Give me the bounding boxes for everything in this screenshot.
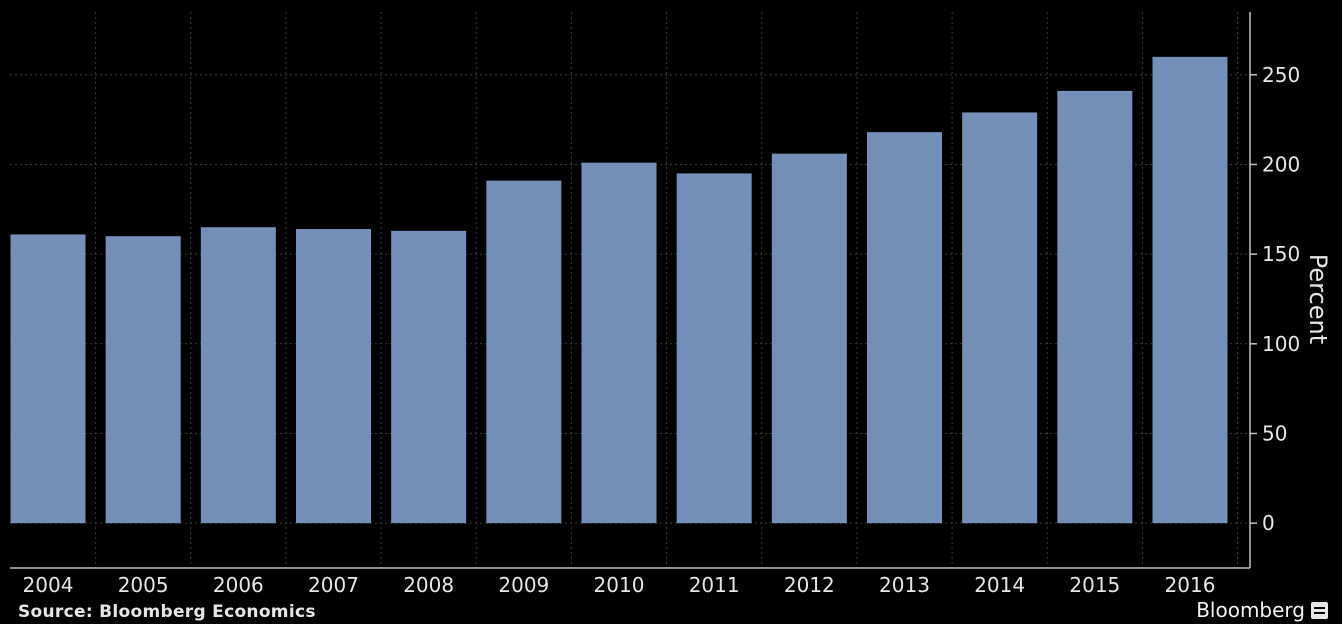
brand-name: Bloomberg xyxy=(1196,598,1305,622)
bars xyxy=(10,56,1228,524)
bar-2014 xyxy=(962,112,1038,524)
x-tick-label: 2005 xyxy=(118,573,169,597)
x-tick-label: 2004 xyxy=(23,573,74,597)
bar-2011 xyxy=(676,173,752,524)
x-tick-label: 2012 xyxy=(784,573,835,597)
y-tick-label: 200 xyxy=(1262,152,1300,176)
y-tick-label: 150 xyxy=(1262,242,1300,266)
bar-2012 xyxy=(771,153,847,524)
bar-2015 xyxy=(1057,90,1133,524)
y-tick-label: 0 xyxy=(1262,511,1275,535)
x-tick-label: 2011 xyxy=(689,573,740,597)
y-tick-label: 250 xyxy=(1262,63,1300,87)
x-tick-label: 2016 xyxy=(1165,573,1216,597)
brand-logo: Bloomberg xyxy=(1196,598,1328,622)
x-tick-label: 2008 xyxy=(403,573,454,597)
x-tick-label: 2013 xyxy=(879,573,930,597)
x-tick-label: 2009 xyxy=(498,573,549,597)
terminal-icon xyxy=(1311,601,1328,619)
x-tick-label: 2015 xyxy=(1069,573,1120,597)
bar-2006 xyxy=(200,227,276,524)
source-note: Source: Bloomberg Economics xyxy=(18,602,316,622)
x-tick-label: 2006 xyxy=(213,573,264,597)
bar-2004 xyxy=(10,234,86,524)
y-tick-label: 100 xyxy=(1262,332,1300,356)
y-tick-label: 50 xyxy=(1262,421,1287,445)
x-axis-labels: 2004 2005 2006 2007 2008 2009 2010 2011 2012 2013… xyxy=(23,573,1216,597)
x-tick-label: 2010 xyxy=(594,573,645,597)
bar-2016 xyxy=(1152,56,1228,524)
bar-2009 xyxy=(486,180,562,524)
y-axis: 0 50 100 150 200 250 xyxy=(10,12,1300,569)
bar-2005 xyxy=(105,236,181,524)
x-tick-label: 2007 xyxy=(308,573,359,597)
bar-2008 xyxy=(391,230,467,524)
bar-2007 xyxy=(296,229,371,524)
bar-2013 xyxy=(867,132,942,524)
x-tick-label: 2014 xyxy=(974,573,1025,597)
y-axis-title: Percent xyxy=(1304,254,1332,344)
bar-2010 xyxy=(581,162,657,524)
